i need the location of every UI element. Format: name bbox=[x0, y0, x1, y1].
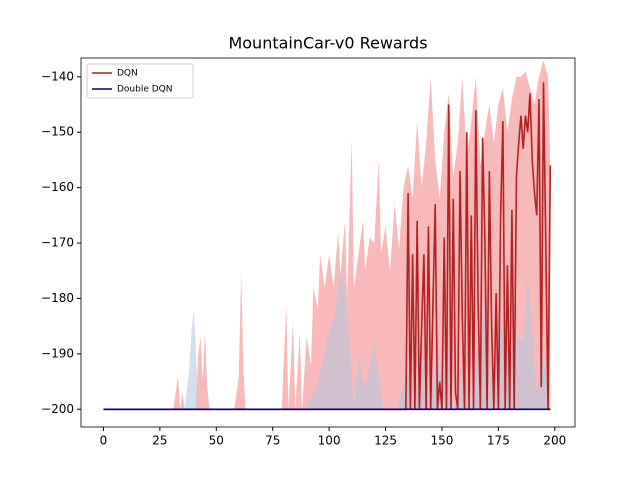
legend-label: DQN bbox=[117, 69, 138, 79]
x-tick-label: 50 bbox=[209, 434, 224, 448]
legend-box bbox=[86, 63, 194, 99]
x-tick-label: 150 bbox=[431, 434, 454, 448]
x-tick-label: 200 bbox=[543, 434, 566, 448]
y-tick-label: −190 bbox=[41, 346, 74, 360]
x-tick-label: 75 bbox=[265, 434, 280, 448]
series-line bbox=[103, 82, 552, 411]
x-tick-label: 0 bbox=[100, 434, 108, 448]
band bbox=[103, 270, 551, 410]
y-tick-label: −180 bbox=[41, 291, 74, 305]
y-tick-label: −200 bbox=[41, 402, 74, 416]
band bbox=[103, 60, 551, 410]
y-tick-label: −160 bbox=[41, 180, 74, 194]
plot-frame bbox=[80, 57, 576, 428]
x-tick-label: 100 bbox=[318, 434, 341, 448]
y-tick-label: −170 bbox=[41, 236, 74, 250]
x-tick-label: 25 bbox=[152, 434, 167, 448]
y-tick-label: −150 bbox=[41, 125, 74, 139]
y-tick-label: −140 bbox=[41, 69, 74, 83]
legend-label: Double DQN bbox=[117, 85, 173, 95]
x-tick-label: 125 bbox=[374, 434, 397, 448]
chart-title: MountainCar-v0 Rewards bbox=[228, 34, 427, 53]
x-tick-label: 175 bbox=[487, 434, 510, 448]
